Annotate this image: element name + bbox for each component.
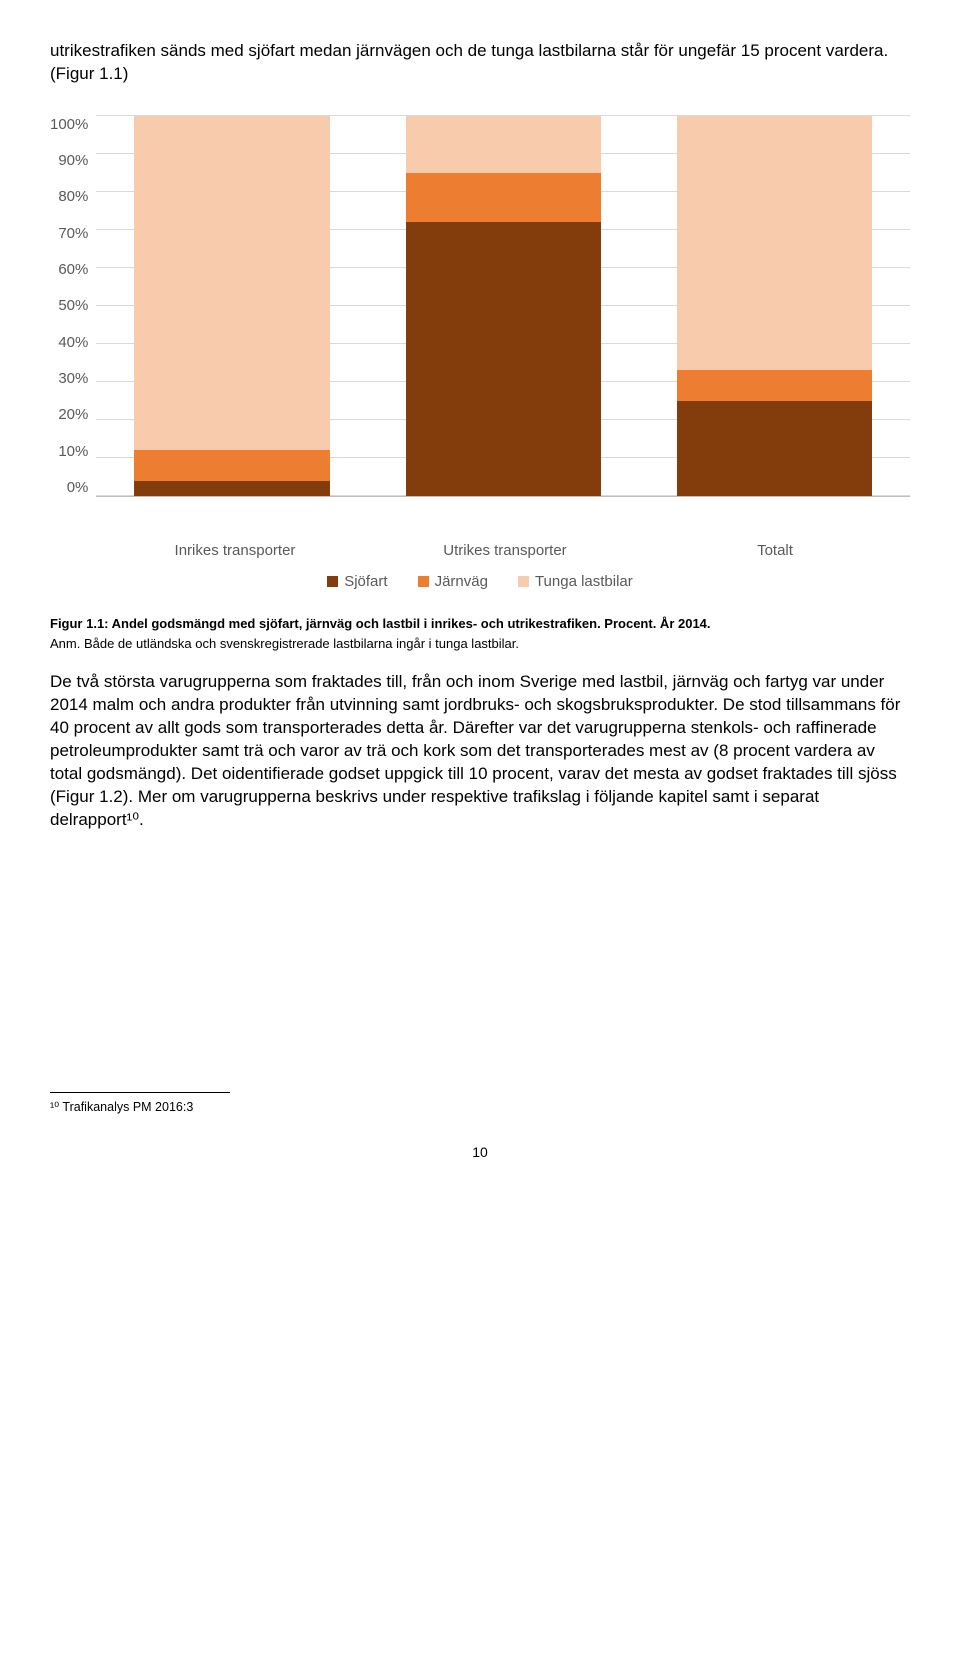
figure-caption: Figur 1.1: Andel godsmängd med sjöfart, … <box>50 615 910 633</box>
bar-segment-tunga-lastbilar <box>134 116 329 450</box>
legend-label: Tunga lastbilar <box>535 573 633 590</box>
xtick: Inrikes transporter <box>138 542 332 559</box>
legend-label: Sjöfart <box>344 573 387 590</box>
ytick: 90% <box>58 152 88 169</box>
ytick: 40% <box>58 334 88 351</box>
bar-column <box>406 116 601 496</box>
ytick: 50% <box>58 297 88 314</box>
figure-note: Anm. Både de utländska och svenskregistr… <box>50 636 910 651</box>
bar-segment-tunga-lastbilar <box>406 116 601 173</box>
page-number: 10 <box>50 1144 910 1160</box>
bar-segment-jarnvag <box>406 173 601 222</box>
ytick: 0% <box>67 479 89 496</box>
bar-segment-jarnvag <box>677 370 872 400</box>
figure-1-1: 100% 90% 80% 70% 60% 50% 40% 30% 20% 10%… <box>50 116 910 590</box>
bar-segment-sjofart <box>406 222 601 496</box>
ytick: 100% <box>50 116 88 133</box>
bar-segment-jarnvag <box>134 450 329 480</box>
ytick: 10% <box>58 443 88 460</box>
legend-item-jarnvag: Järnväg <box>418 573 488 590</box>
ytick: 30% <box>58 370 88 387</box>
intro-paragraph: utrikestrafiken sänds med sjöfart medan … <box>50 40 910 86</box>
ytick: 70% <box>58 225 88 242</box>
bar-segment-sjofart <box>134 481 329 496</box>
bar-segment-tunga-lastbilar <box>677 116 872 371</box>
chart-legend: Sjöfart Järnväg Tunga lastbilar <box>50 573 910 590</box>
xtick: Totalt <box>678 542 872 559</box>
y-axis: 100% 90% 80% 70% 60% 50% 40% 30% 20% 10%… <box>50 116 96 496</box>
ytick: 60% <box>58 261 88 278</box>
ytick: 80% <box>58 188 88 205</box>
footnote: ¹⁰ Trafikanalys PM 2016:3 <box>50 1099 910 1114</box>
body-paragraph: De två största varugrupperna som fraktad… <box>50 671 910 832</box>
stacked-bar-chart: 100% 90% 80% 70% 60% 50% 40% 30% 20% 10%… <box>50 116 910 536</box>
legend-item-tunga-lastbilar: Tunga lastbilar <box>518 573 633 590</box>
bars-container <box>96 116 910 496</box>
bar-column <box>134 116 329 496</box>
ytick: 20% <box>58 406 88 423</box>
footnote-rule <box>50 1092 230 1093</box>
swatch-icon <box>518 576 529 587</box>
bar-segment-sjofart <box>677 401 872 496</box>
swatch-icon <box>418 576 429 587</box>
bar-column <box>677 116 872 496</box>
plot-area <box>96 116 910 497</box>
legend-label: Järnväg <box>435 573 488 590</box>
swatch-icon <box>327 576 338 587</box>
xtick: Utrikes transporter <box>408 542 602 559</box>
x-axis: Inrikes transporter Utrikes transporter … <box>100 542 910 559</box>
legend-item-sjofart: Sjöfart <box>327 573 387 590</box>
